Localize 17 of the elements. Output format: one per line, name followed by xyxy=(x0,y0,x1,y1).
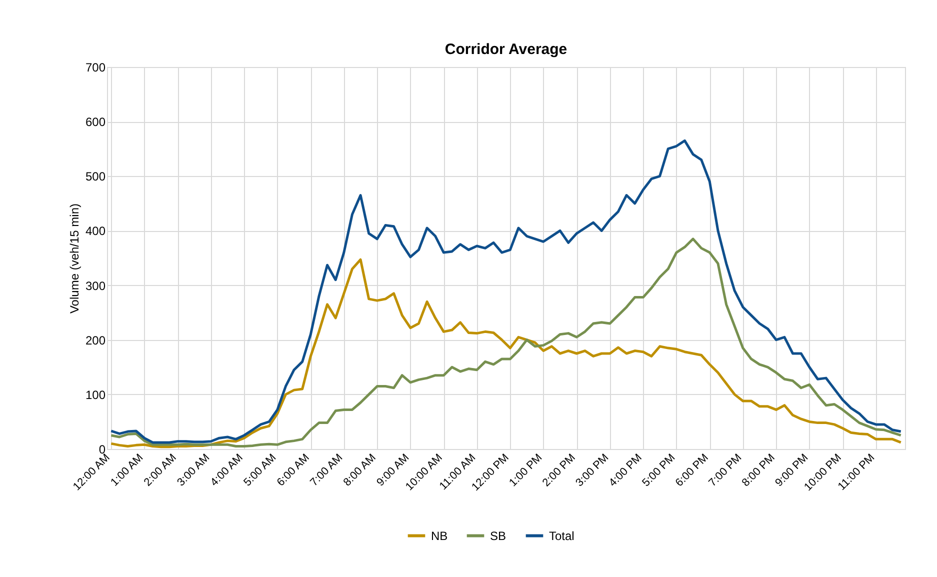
legend-label: SB xyxy=(490,528,506,543)
y-tick-label: 200 xyxy=(85,333,106,348)
x-tick-label: 3:00 PM xyxy=(574,452,612,490)
y-axis-title: Volume (veh/15 min) xyxy=(67,203,82,314)
legend-label: NB xyxy=(431,528,448,543)
x-tick-label: 8:00 AM xyxy=(341,452,378,489)
line-series xyxy=(110,139,902,444)
y-tick-label: 100 xyxy=(85,388,106,402)
y-tick-label: 300 xyxy=(85,278,106,293)
y-tick-label: 700 xyxy=(85,60,106,74)
x-tick-label: 3:00 AM xyxy=(175,452,212,489)
y-tick-label: 500 xyxy=(85,170,106,184)
x-tick-label: 5:00 AM xyxy=(242,452,279,489)
y-tick-label: 600 xyxy=(85,115,106,130)
chart-title: Corridor Average xyxy=(444,41,568,58)
legend-label: Total xyxy=(549,528,574,543)
y-tick-label: 400 xyxy=(85,224,106,238)
